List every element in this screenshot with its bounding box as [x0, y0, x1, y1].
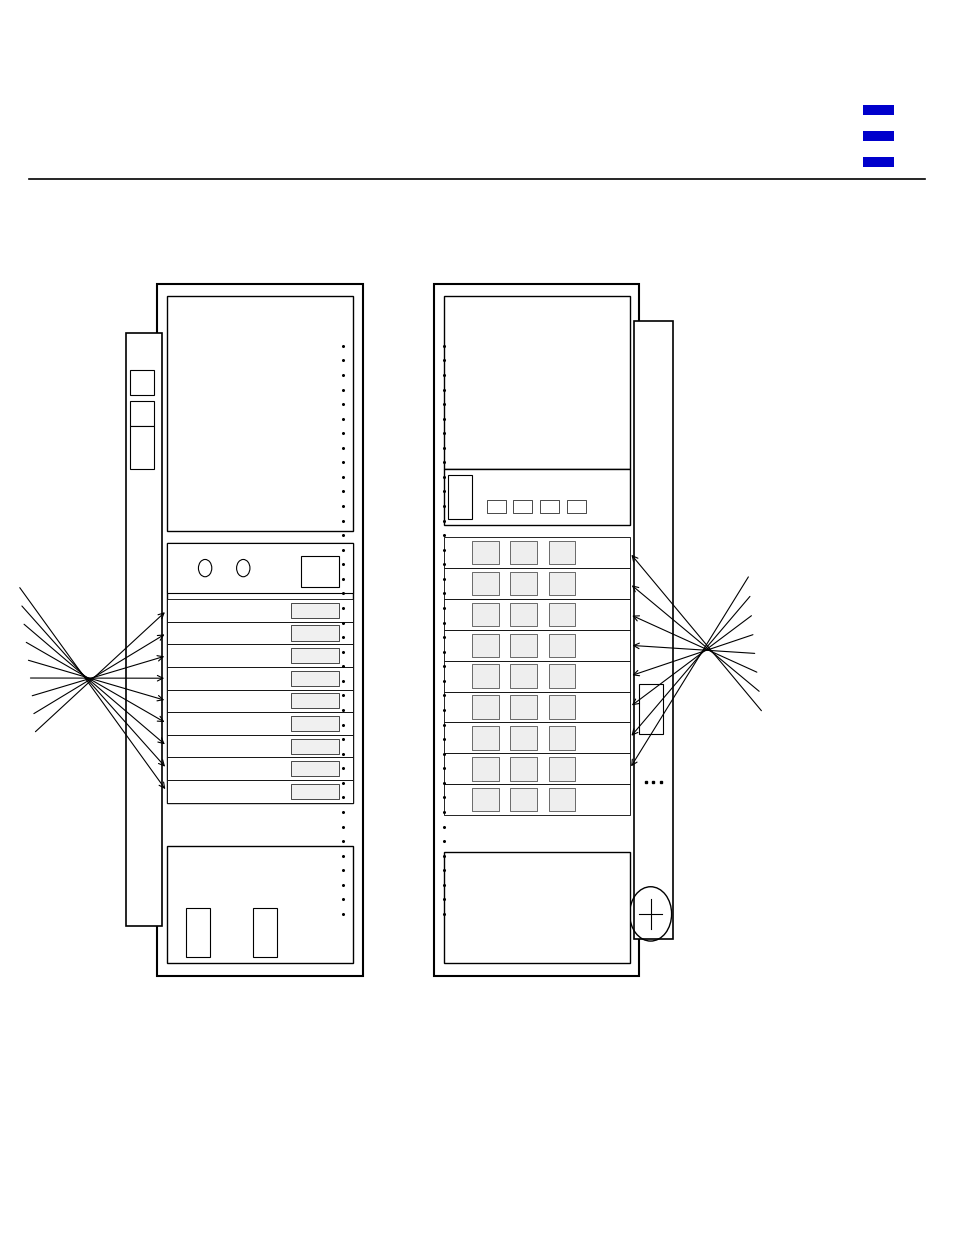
Bar [126, 333, 162, 926]
Bar [634, 321, 672, 939]
Bar [510, 541, 537, 564]
Bar [548, 695, 575, 719]
Bar [291, 648, 338, 663]
Bar [291, 625, 338, 641]
Bar [443, 692, 629, 722]
Bar [443, 753, 629, 784]
Bar [291, 693, 338, 709]
Bar [167, 846, 353, 963]
Bar [167, 689, 353, 713]
Bar [434, 284, 639, 976]
Bar [486, 500, 505, 513]
Bar [167, 667, 353, 689]
Bar [539, 500, 558, 513]
Bar [443, 469, 629, 525]
Bar [548, 757, 575, 781]
Bar [510, 788, 537, 811]
Bar [167, 713, 353, 735]
Bar [566, 500, 585, 513]
Bar [167, 645, 353, 667]
Bar [167, 543, 353, 803]
Bar [167, 757, 353, 781]
Bar [472, 572, 498, 595]
Bar [291, 739, 338, 753]
Bar [291, 784, 338, 799]
Bar [510, 695, 537, 719]
Bar [157, 284, 362, 976]
Bar [639, 684, 662, 734]
Bar [443, 722, 629, 753]
Bar [862, 157, 893, 167]
Bar [510, 634, 537, 657]
Bar [510, 603, 537, 626]
Bar [167, 296, 353, 531]
Bar [548, 788, 575, 811]
Bar [548, 541, 575, 564]
Bar [548, 664, 575, 688]
Bar [443, 784, 629, 815]
Bar [300, 556, 338, 587]
Bar [448, 475, 472, 519]
Bar [472, 603, 498, 626]
Bar [472, 726, 498, 750]
Bar [862, 131, 893, 141]
Bar [472, 541, 498, 564]
Bar [548, 572, 575, 595]
Bar [186, 908, 210, 957]
Bar [472, 695, 498, 719]
Bar [291, 716, 338, 731]
Bar [548, 634, 575, 657]
Bar [443, 630, 629, 661]
Bar [130, 426, 153, 469]
Bar [443, 537, 629, 568]
Bar [291, 603, 338, 618]
Bar [510, 572, 537, 595]
Bar [472, 634, 498, 657]
Bar [510, 726, 537, 750]
Bar [548, 726, 575, 750]
Bar [510, 757, 537, 781]
Bar [548, 603, 575, 626]
Bar [167, 781, 353, 803]
Bar [472, 664, 498, 688]
Bar [862, 105, 893, 115]
Bar [130, 370, 153, 395]
Bar [130, 401, 153, 426]
Bar [443, 599, 629, 630]
Bar [291, 761, 338, 777]
Bar [291, 671, 338, 685]
Bar [472, 757, 498, 781]
Bar [253, 908, 276, 957]
Bar [443, 568, 629, 599]
Bar [443, 852, 629, 963]
Bar [167, 735, 353, 757]
Bar [513, 500, 532, 513]
Bar [472, 788, 498, 811]
Bar [167, 599, 353, 621]
Bar [510, 664, 537, 688]
Bar [443, 296, 629, 469]
Bar [443, 661, 629, 692]
Bar [167, 543, 353, 593]
Bar [167, 621, 353, 645]
